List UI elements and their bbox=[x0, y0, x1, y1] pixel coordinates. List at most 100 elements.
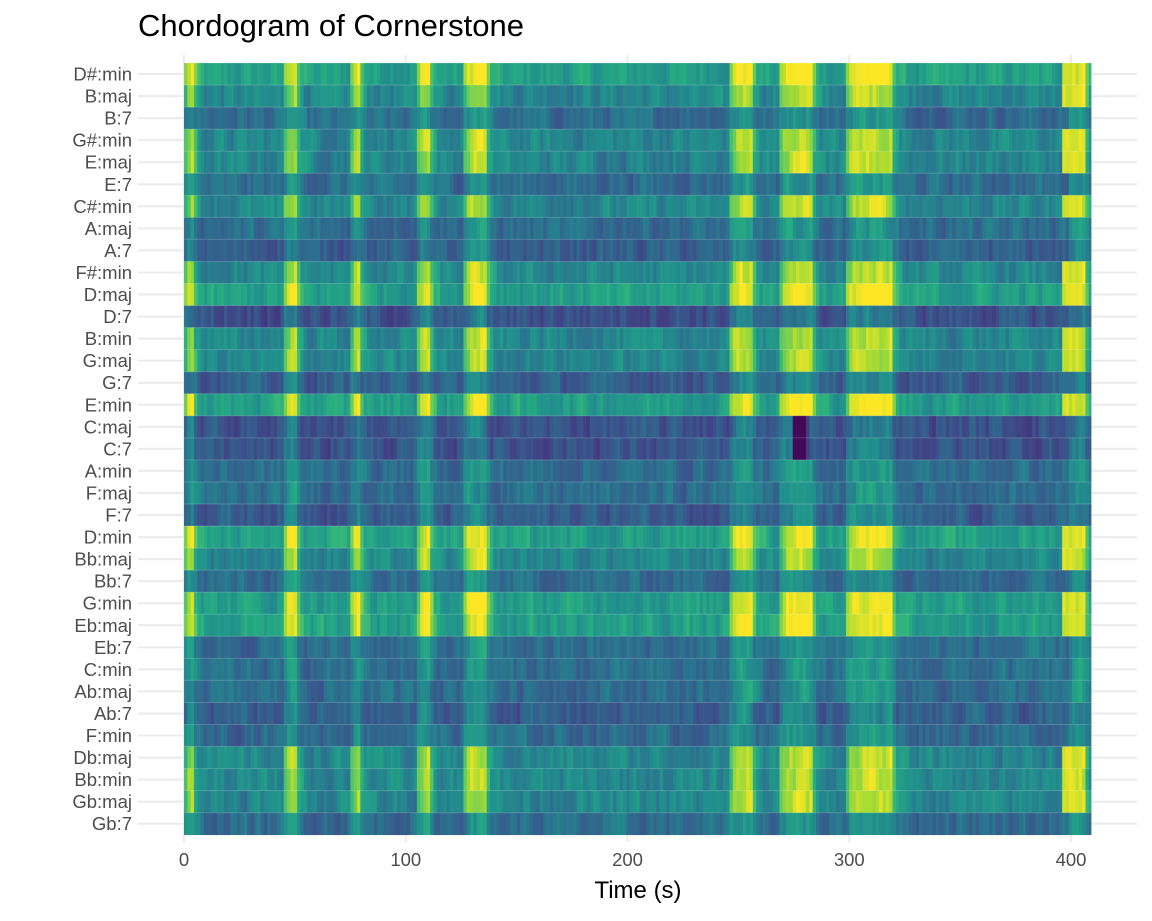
heat-cell bbox=[955, 261, 960, 284]
heat-cell bbox=[666, 107, 671, 130]
heat-cell bbox=[546, 173, 551, 196]
heat-cell bbox=[370, 349, 375, 372]
heat-cell bbox=[337, 195, 341, 218]
heat-cell bbox=[217, 261, 221, 284]
heat-cell bbox=[553, 217, 557, 240]
heat-cell bbox=[503, 437, 508, 461]
heat-cell bbox=[593, 261, 597, 284]
heat-cell bbox=[669, 195, 674, 218]
heat-cell bbox=[257, 371, 261, 395]
heat-cell bbox=[207, 283, 212, 306]
heat-cell bbox=[629, 85, 634, 108]
heat-cell bbox=[988, 415, 993, 439]
heat-cell bbox=[1055, 129, 1060, 152]
heat-cell bbox=[1025, 283, 1030, 306]
heat-cell bbox=[539, 283, 544, 306]
heat-cell bbox=[626, 305, 631, 328]
heat-cell bbox=[416, 85, 421, 108]
heat-cell bbox=[250, 349, 255, 372]
heat-cell bbox=[476, 437, 481, 461]
heat-cell bbox=[193, 107, 198, 130]
heat-cell bbox=[260, 261, 265, 284]
heat-cell bbox=[1032, 437, 1036, 461]
heat-cell bbox=[330, 415, 335, 439]
heat-cell bbox=[909, 327, 913, 350]
heat-cell bbox=[1052, 261, 1056, 284]
heat-cell bbox=[1032, 283, 1036, 306]
heat-cell bbox=[902, 393, 907, 417]
heat-cell bbox=[689, 173, 694, 196]
heat-cell bbox=[879, 371, 883, 395]
heat-cell bbox=[317, 305, 321, 328]
heat-cell bbox=[450, 327, 454, 350]
heat-cell bbox=[692, 393, 697, 417]
heat-cell bbox=[193, 239, 198, 262]
heat-cell bbox=[752, 261, 757, 284]
heat-cell bbox=[317, 63, 321, 86]
heatmap-row-E:min bbox=[184, 393, 1092, 417]
heat-cell bbox=[702, 173, 707, 196]
heat-cell bbox=[1065, 371, 1070, 395]
heat-cell bbox=[975, 327, 980, 350]
heat-cell bbox=[776, 85, 780, 108]
heat-cell bbox=[490, 217, 494, 240]
heat-cell bbox=[1062, 393, 1066, 417]
heat-cell bbox=[603, 63, 607, 86]
heat-cell bbox=[519, 129, 524, 152]
heat-cell bbox=[829, 437, 834, 461]
heat-cell bbox=[386, 327, 391, 350]
heat-cell bbox=[410, 63, 414, 86]
heat-cell bbox=[416, 393, 421, 417]
heat-cell bbox=[1028, 305, 1033, 328]
heat-cell bbox=[257, 217, 261, 240]
heat-cell bbox=[985, 129, 990, 152]
heat-cell bbox=[759, 85, 764, 108]
heat-cell bbox=[220, 305, 225, 328]
heat-cell bbox=[686, 173, 691, 196]
heat-cell bbox=[995, 305, 1000, 328]
heat-cell bbox=[543, 173, 547, 196]
heat-cell bbox=[992, 239, 997, 262]
heat-cell bbox=[297, 371, 301, 395]
heat-cell bbox=[406, 195, 411, 218]
heat-cell bbox=[699, 305, 704, 328]
heat-cell bbox=[975, 437, 980, 461]
heat-cell bbox=[566, 129, 571, 152]
heat-cell bbox=[606, 151, 611, 174]
heat-cell bbox=[619, 217, 624, 240]
heat-cell bbox=[267, 85, 271, 108]
heat-cell bbox=[623, 393, 627, 417]
heat-cell bbox=[716, 239, 720, 262]
heat-cell bbox=[962, 63, 967, 86]
heat-cell bbox=[633, 305, 637, 328]
heat-cell bbox=[460, 393, 464, 417]
heat-cell bbox=[1045, 371, 1050, 395]
heat-cell bbox=[629, 217, 634, 240]
heat-cell bbox=[905, 195, 910, 218]
heat-cell bbox=[450, 85, 454, 108]
heat-cell bbox=[736, 239, 740, 262]
heatmap-row-D:7 bbox=[184, 305, 1092, 328]
heat-cell bbox=[599, 85, 604, 108]
heat-cell bbox=[426, 305, 431, 328]
heat-cell bbox=[972, 437, 977, 461]
heat-cell bbox=[1012, 393, 1017, 417]
heat-cell bbox=[865, 107, 870, 130]
heat-cell bbox=[569, 393, 574, 417]
heat-cell bbox=[1055, 63, 1060, 86]
heat-cell bbox=[945, 393, 950, 417]
heat-cell bbox=[536, 415, 541, 439]
heat-cell bbox=[1028, 437, 1033, 461]
heat-cell bbox=[626, 371, 631, 395]
heat-cell bbox=[529, 371, 534, 395]
heat-cell bbox=[343, 261, 348, 284]
heat-cell bbox=[450, 393, 454, 417]
heat-cell bbox=[267, 305, 271, 328]
heat-cell bbox=[749, 85, 754, 108]
heat-cell bbox=[303, 195, 308, 218]
heat-cell bbox=[327, 327, 331, 350]
heat-cell bbox=[250, 437, 255, 461]
heat-cell bbox=[789, 85, 794, 108]
heat-cell bbox=[1032, 349, 1036, 372]
heat-cell bbox=[832, 217, 837, 240]
